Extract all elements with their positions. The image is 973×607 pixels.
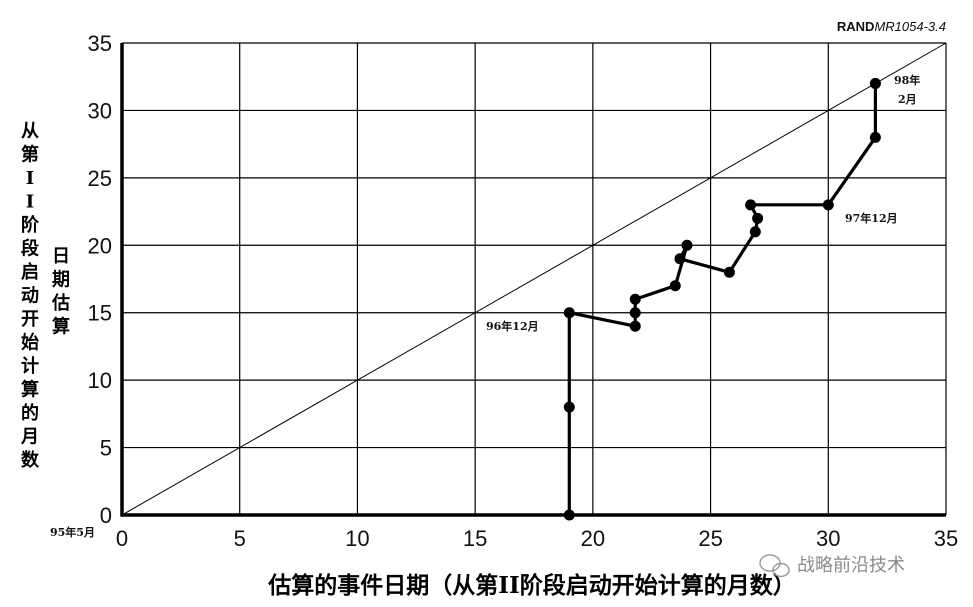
y-tick-label: 30 — [88, 98, 112, 123]
series-line — [567, 83, 877, 515]
data-point — [723, 266, 735, 278]
annotation-97-12: 97年12月 — [845, 211, 898, 225]
y-axis-label-inner: 日期估算 — [51, 246, 70, 338]
gridlines — [121, 42, 947, 516]
y-tick-label: 35 — [88, 31, 112, 56]
x-tick-label: 10 — [345, 526, 369, 551]
x-tick-label: 5 — [234, 526, 246, 551]
tick-labels: 0 5 10 15 20 25 30 35 0 5 10 15 20 25 30 35 — [88, 31, 959, 551]
x-tick-label: 15 — [463, 526, 487, 551]
x-tick-label: 30 — [816, 526, 840, 551]
y-tick-label: 10 — [88, 368, 112, 393]
data-point — [563, 401, 575, 413]
data-point — [563, 307, 575, 319]
watermark-text: 战略前沿技术 — [797, 555, 905, 576]
reference-diagonal — [121, 42, 947, 516]
data-point — [752, 212, 764, 224]
data-point — [681, 239, 693, 251]
data-point — [869, 77, 881, 89]
source-label-italic: MR1054-3.4 — [874, 19, 946, 34]
y-tick-label: 0 — [100, 503, 112, 528]
annotation-98-line2: 2月 — [898, 93, 917, 106]
axes — [120, 43, 946, 517]
y-tick-label: 15 — [88, 301, 112, 326]
data-point — [822, 199, 834, 211]
data-point — [629, 307, 641, 319]
y-axis-label-outer: 从第 I I 阶段启动开始计算的月数 — [20, 121, 40, 471]
data-point — [869, 131, 881, 143]
y-tick-label: 25 — [88, 166, 112, 191]
data-point — [674, 253, 686, 265]
y-tick-label: 20 — [88, 233, 112, 258]
data-point — [563, 509, 575, 521]
annotation-origin: 95年5月 — [50, 525, 95, 539]
data-point — [749, 226, 761, 238]
source-label-bold: RAND — [837, 19, 875, 34]
data-point — [669, 280, 681, 292]
x-tick-label: 35 — [934, 526, 958, 551]
data-point — [629, 320, 641, 332]
x-tick-label: 0 — [116, 526, 128, 551]
source-label: RANDMR1054-3.4 — [837, 19, 946, 34]
annotation-98-line1: 98年 — [894, 73, 920, 87]
annotation-96-12: 96年12月 — [486, 319, 539, 333]
watermark: 战略前沿技术 — [759, 554, 905, 578]
wechat-icon — [759, 554, 790, 578]
x-tick-label: 20 — [581, 526, 605, 551]
y-tick-label: 5 — [100, 436, 112, 461]
data-point — [745, 199, 757, 211]
data-point — [629, 293, 641, 305]
x-axis-label: 估算的事件日期（从第II阶段启动开始计算的月数） — [267, 572, 796, 599]
x-tick-label: 25 — [698, 526, 722, 551]
data-points — [563, 77, 881, 521]
